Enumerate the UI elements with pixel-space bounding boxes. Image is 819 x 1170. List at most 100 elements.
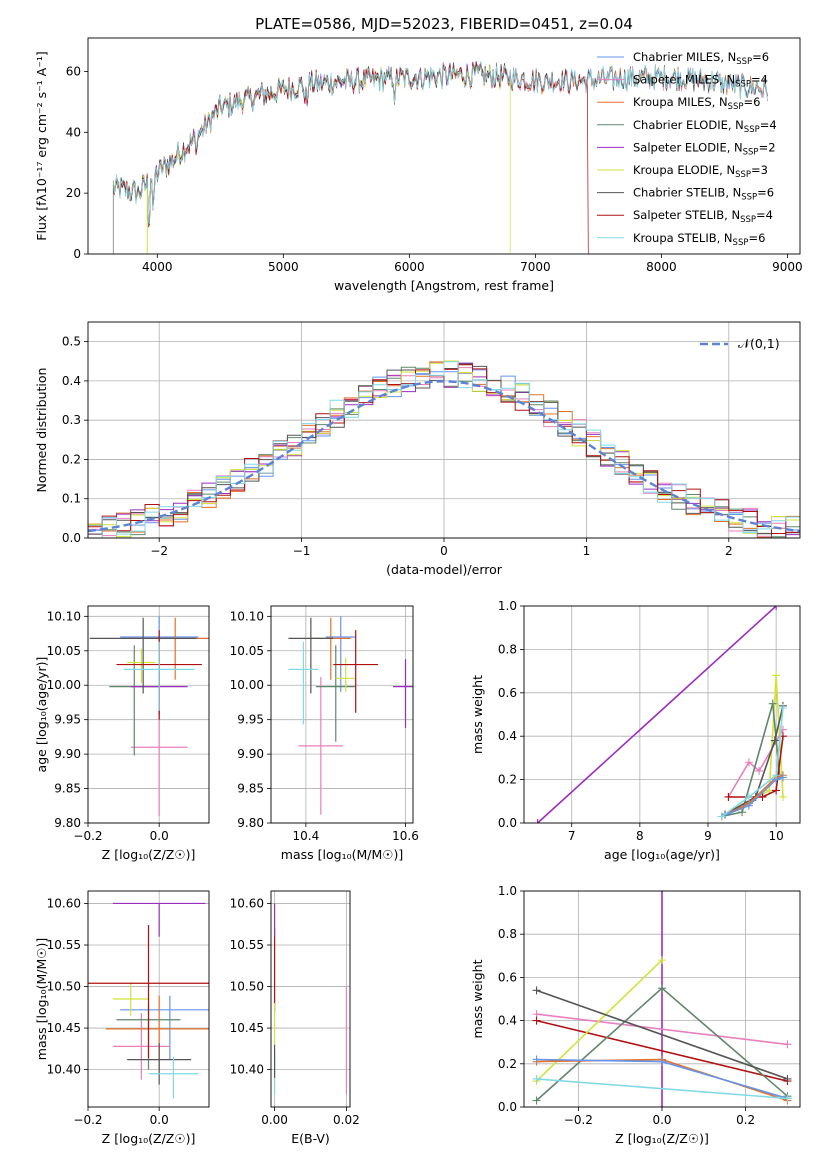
x-tick-label: 10.4 [293,829,320,843]
weight-series-cs [536,989,788,1080]
x-tick-label: 0.0 [652,1113,671,1127]
weight-marker-cm [532,1055,541,1064]
y-tick-label: 9.80 [54,816,81,830]
y-tick-label: 10.10 [230,609,264,623]
y-tick-label: 9.85 [54,782,81,796]
y-tick-label: 9.95 [237,713,264,727]
y-tick-label: 20 [66,186,81,200]
y-tick-label: 10.60 [230,896,264,910]
age-vs-mass-panel: 10.4 10.6 9.80 9.85 9.90 9.95 10.00 10.05 10.10 m… [230,605,419,862]
weight-vs-Z-panel: −0.2 0.0 0.2 0.0 0.2 0.4 0.6 0.8 1.0 Z [log₁₀(Z/Z… [470,884,801,1146]
weight-marker-ss [532,1016,541,1025]
legend-entry-se: Salpeter ELODIE, NSSP=2 [633,140,776,157]
spectrum-series-ks [112,61,768,225]
x-tick-label: 10.6 [392,829,419,843]
mass-vs-ebv-points [273,903,348,1095]
mass-vs-Z-panel: −0.2 0.0 10.40 10.45 10.50 10.55 10.60 Z [log₁₀… [34,890,210,1146]
x-tick-label: 4000 [142,260,173,274]
y-tick-label: 1.0 [498,884,517,898]
y-tick-label: 0.1 [62,492,81,506]
legend-entry-sm: Salpeter MILES, NSSP=4 [633,73,768,90]
y-axis-label: age [log₁₀(age/yr)] [34,657,49,773]
weight-series-se [537,606,777,823]
weight-marker-ss [724,792,733,801]
x-axis-label: mass [log₁₀(M/M☉)] [281,847,403,862]
weight-marker-ss [772,786,781,795]
spectrum-legend: Chabrier MILES, NSSP=6 Salpeter MILES, NS… [597,50,777,248]
weight-marker-sm [783,1040,792,1049]
y-tick-label: 10.45 [47,1021,81,1035]
legend-entry-ce: Chabrier ELODIE, NSSP=4 [633,118,777,135]
y-axis-label: mass [log₁₀(M/M☉)] [34,938,49,1060]
y-axis-label: mass weight [470,675,485,754]
y-tick-label: 0.5 [62,335,81,349]
weight-marker-cm [778,773,787,782]
age-vs-mass-points [288,616,413,815]
legend-entry-normal: 𝒩(0,1) [738,336,780,351]
x-tick-label: 5000 [268,260,299,274]
weight-marker-ks [532,1074,541,1083]
y-tick-label: 9.85 [237,782,264,796]
y-tick-label: 10.00 [47,678,81,692]
x-tick-label: −0.2 [73,829,102,843]
y-tick-label: 10.60 [47,896,81,910]
y-tick-label: 0.8 [498,927,517,941]
weight-vs-age-panel: 7 8 9 10 0.0 0.2 0.4 0.6 0.8 1.0 age [log₁₀(age/yr… [470,599,801,862]
x-axis-label: wavelength [Angstrom, rest frame] [334,278,554,293]
x-tick-label: −0.2 [564,1113,593,1127]
y-tick-label: 60 [66,64,81,78]
y-tick-label: 9.80 [237,816,264,830]
weight-marker-ce [532,1096,541,1105]
x-axis-label: Z [log₁₀(Z/Z☉)] [102,847,196,862]
normal-reference-curve [88,380,800,533]
x-tick-label: 9 [704,829,712,843]
y-tick-label: 0.6 [498,970,517,984]
x-axis-label: E(B-V) [291,1131,330,1146]
weight-marker-se [533,819,542,823]
weight-series-cs [724,705,784,815]
legend-entry-km: Kroupa MILES, NSSP=6 [633,95,760,112]
weight-series-sm [536,1013,788,1046]
weight-series-cm [721,776,784,818]
y-tick-label: 10.10 [47,609,81,623]
y-tick-label: 0 [73,247,81,261]
x-tick-label: 8 [636,829,644,843]
y-axis-label: Normed distribution [34,368,49,493]
spectrum-series-se [112,61,511,228]
mass-vs-ebv-panel: 0.00 0.02 10.40 10.45 10.50 10.55 10.60 E(B-V) [230,890,360,1146]
axes-frame [87,605,210,824]
y-tick-label: 9.90 [237,747,264,761]
weight-series-ks [536,1078,788,1100]
x-tick-label: −1 [293,544,311,558]
x-tick-label: 2 [725,544,733,558]
y-tick-label: 0.0 [62,531,81,545]
x-tick-label: 10 [769,829,784,843]
legend-entry-ss: Salpeter STELIB, NSSP=4 [633,208,773,225]
y-tick-label: 9.90 [54,747,81,761]
y-tick-label: 0.0 [498,1100,517,1114]
y-tick-label: 0.4 [62,374,81,388]
weight-marker-cm [658,1057,666,1066]
weight-marker-ce [768,699,777,708]
spectrum-lines [112,60,768,254]
weight-vs-Z-lines [532,891,792,1107]
y-tick-label: 0.2 [498,773,517,787]
y-tick-label: 10.05 [47,644,81,658]
spectrum-panel: 4000 5000 6000 7000 8000 9000 0 20 40 60 wavelengt… [34,37,803,293]
axes-frame [87,890,210,1108]
weight-marker-ks [772,771,781,780]
y-tick-label: 10.55 [47,938,81,952]
histogram-steps [88,360,800,538]
y-tick-label: 0.2 [498,1057,517,1071]
x-tick-label: 0.02 [333,1113,360,1127]
weight-marker-ks [783,1094,792,1103]
x-tick-label: 7000 [520,260,551,274]
y-tick-label: 0.0 [498,816,517,830]
weight-marker-cs [770,736,779,745]
x-tick-label: 8000 [646,260,677,274]
x-tick-label: 0.2 [736,1113,755,1127]
histogram-series-ks [88,361,800,538]
axes-frame [270,890,351,1108]
x-axis-label: Z [log₁₀(Z/Z☉)] [102,1131,196,1146]
weight-marker-sm [755,766,764,775]
